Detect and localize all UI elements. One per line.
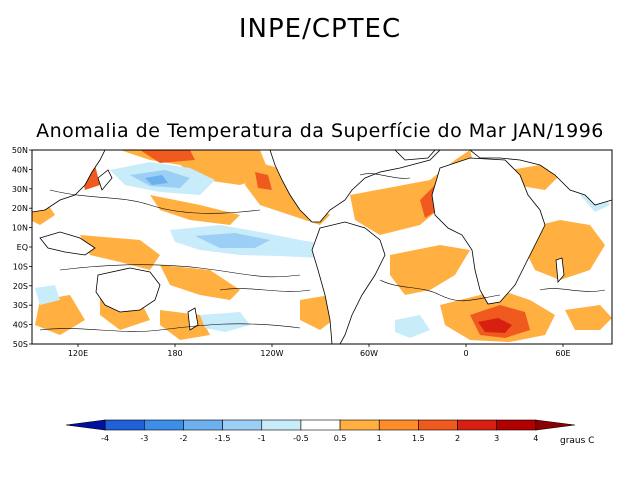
colorbar-label: 2	[455, 434, 460, 443]
colorbar-label: -3	[140, 434, 148, 443]
latitude-axis: 50N 40N 30N 20N 10N EQ 10S 20S 30S 40S 50S	[12, 146, 32, 349]
organization-title: INPE/CPTEC	[238, 14, 402, 44]
contour-lines	[39, 173, 606, 332]
lat-label: 20N	[12, 204, 28, 213]
colorbar-bin	[222, 419, 263, 431]
colorbar-label: -1	[258, 434, 266, 443]
colorbar-label: 3	[494, 434, 499, 443]
africa	[431, 157, 546, 305]
lat-label: 20S	[13, 282, 28, 291]
colorbar-bin	[300, 419, 341, 431]
colorbar-bin	[378, 419, 419, 431]
colorbar-bin	[261, 419, 302, 431]
lat-label: 30N	[12, 185, 28, 194]
colorbar-bin	[104, 419, 145, 431]
colorbar-bin	[144, 419, 184, 431]
lon-label: 60W	[360, 349, 378, 358]
colorbar-bin	[535, 419, 576, 431]
lat-label: 30S	[13, 301, 28, 310]
map-title: Anomalia de Temperatura da Superfície do…	[36, 120, 604, 142]
north-america	[269, 150, 441, 223]
colorbar-label: 0.5	[334, 434, 347, 443]
south-america	[311, 221, 386, 344]
colorbar-bin	[418, 419, 458, 431]
continents	[32, 150, 612, 344]
lat-label: EQ	[17, 243, 28, 252]
colorbar-label: -2	[179, 434, 187, 443]
colorbar-bin	[457, 419, 497, 431]
new-zealand	[187, 307, 199, 331]
colorbar-label: 1	[377, 434, 382, 443]
very-strong-warm-anomaly-regions	[478, 318, 512, 333]
colorbar-label: 4	[533, 434, 538, 443]
colorbar: -4 -3 -2 -1.5 -1 -0.5 0.5 1 1.5 2 3 4	[65, 419, 576, 443]
colorbar-label: 1.5	[412, 434, 425, 443]
lat-label: 40S	[13, 321, 28, 330]
madagascar	[555, 257, 565, 283]
colorbar-label: -4	[101, 434, 109, 443]
colorbar-bin	[183, 419, 223, 431]
lon-label: 180	[167, 349, 182, 358]
colorbar-unit-label: graus C	[560, 436, 595, 446]
colorbar-bin	[339, 419, 380, 431]
strong-cool-anomaly-regions	[145, 175, 168, 185]
colorbar-bin	[496, 419, 537, 431]
colorbar-label: -1.5	[215, 434, 231, 443]
lat-label: 40N	[12, 165, 28, 174]
greenland	[394, 150, 436, 161]
map-field	[32, 150, 612, 344]
eurasia	[469, 150, 612, 206]
lon-label: 120W	[260, 349, 283, 358]
lon-label: 0	[463, 349, 468, 358]
lon-label: 60E	[555, 349, 570, 358]
lat-label: 50N	[12, 146, 28, 155]
colorbar-bin	[65, 419, 106, 431]
australia	[95, 267, 161, 313]
lon-label: 120E	[68, 349, 88, 358]
longitude-axis: 120E 180 120W 60W 0 60E	[68, 344, 571, 358]
asia-east	[32, 150, 106, 213]
colorbar-label: -0.5	[293, 434, 309, 443]
maritime-continent	[39, 231, 96, 256]
japan	[97, 169, 113, 191]
lat-label: 10S	[13, 262, 28, 271]
lat-label: 10N	[12, 224, 28, 233]
lat-label: 50S	[13, 340, 28, 349]
